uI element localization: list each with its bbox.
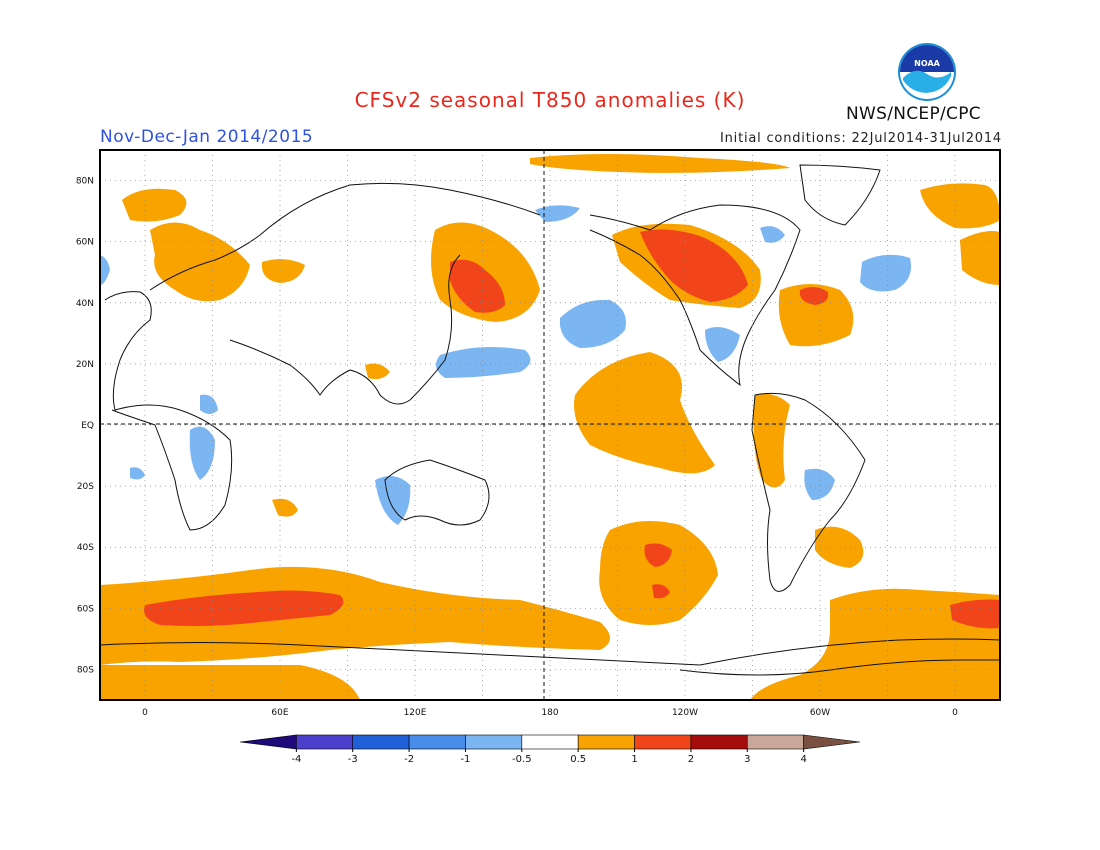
anomaly-south-indian: [272, 498, 298, 517]
latitude-labels: 80N 60N 40N 20N EQ 20S 40S 60S 80S: [76, 177, 94, 676]
latitude-label: 60S: [77, 604, 94, 614]
colorbar-segment: [296, 734, 354, 750]
longitude-label: 180: [541, 708, 558, 718]
neg-anomaly-west-africa: [200, 394, 218, 414]
latitude-label: 40S: [77, 543, 94, 553]
coast-asia-south: [229, 254, 461, 405]
longitude-label: 120W: [672, 708, 698, 718]
agency-label: NWS/NCEP/CPC: [846, 104, 981, 124]
colorbar-label: -2: [404, 754, 414, 765]
coast-south-america: [751, 392, 866, 592]
colorbar-segment: [803, 734, 861, 750]
colorbar-segment: [577, 734, 635, 750]
colorbar-segment: [746, 734, 804, 750]
negative-anomaly-regions: [100, 205, 911, 525]
neg-anomaly-hudson: [760, 226, 785, 243]
latitude-label: 80S: [77, 665, 94, 675]
anomaly-indonesia: [365, 363, 390, 380]
latitude-label: 40N: [76, 299, 94, 309]
colorbar-segment: [408, 734, 466, 750]
neg-anomaly-south-atlantic-west: [130, 467, 145, 480]
anomaly-europe: [150, 222, 250, 302]
grid-lines: [100, 150, 1000, 700]
colorbar-label: -0.5: [512, 754, 532, 765]
neg-anomaly-arctic: [535, 205, 580, 222]
latitude-label: 20N: [76, 360, 94, 370]
noaa-logo-text: NOAA: [914, 59, 940, 68]
neg-anomaly-north-pacific: [559, 299, 626, 348]
strong-anomaly-southern-ocean: [144, 590, 344, 626]
colorbar-segment: [634, 734, 692, 750]
anomaly-south-atlantic: [815, 526, 864, 568]
neg-anomaly-australia: [375, 476, 411, 525]
colorbar-label: 1: [631, 754, 637, 765]
map-title: CFSv2 seasonal T850 anomalies (K): [354, 88, 746, 112]
neg-anomaly-western-pacific: [436, 346, 531, 378]
anomaly-greenland-east: [920, 183, 1000, 229]
latitude-label: 20S: [77, 482, 94, 492]
anomaly-peru: [753, 393, 790, 488]
longitude-label: 60W: [810, 708, 830, 718]
strong-anomaly-south-pacific-1: [644, 543, 672, 567]
colorbar: -4 -3 -2 -1 -0.5 0.5 1 2 3 4: [239, 734, 861, 765]
strong-positive-anomaly-regions: [144, 229, 1000, 629]
colorbar-label: 0.5: [570, 754, 586, 765]
colorbar-segment: [690, 734, 748, 750]
anomaly-greenland-west: [122, 188, 187, 222]
longitude-label: 0: [142, 708, 148, 718]
strong-anomaly-canada: [640, 229, 748, 302]
anomaly-north-atlantic: [778, 284, 854, 347]
colorbar-label: 2: [688, 754, 694, 765]
latitude-label: 80N: [76, 177, 94, 187]
anomaly-central-asia: [261, 259, 305, 283]
colorbar-label: 4: [800, 754, 806, 765]
map-frame: [99, 149, 1001, 701]
longitude-label: 60E: [271, 708, 288, 718]
forecast-period: Nov-Dec-Jan 2014/2015: [100, 127, 314, 147]
longitude-label: 0: [952, 708, 958, 718]
latitude-label: EQ: [81, 421, 94, 431]
colorbar-segment: [352, 734, 410, 750]
colorbar-label: -3: [348, 754, 358, 765]
neg-anomaly-atlantic-west-edge: [100, 255, 110, 285]
neg-anomaly-brazil: [804, 468, 835, 500]
coast-eurasia-north: [149, 182, 541, 291]
colorbar-label: -1: [460, 754, 470, 765]
coast-antarctica: [99, 638, 1001, 666]
strong-anomaly-southern-east: [950, 599, 1000, 629]
coast-australia: [384, 459, 490, 526]
colorbar-label: 3: [744, 754, 750, 765]
anomaly-central-pacific: [574, 352, 715, 474]
longitude-label: 120E: [404, 708, 427, 718]
longitude-labels: 0 60E 120E 180 120W 60W 0: [142, 708, 958, 718]
strong-anomaly-south-pacific-2: [652, 584, 670, 599]
coast-europe-africa: [104, 291, 233, 531]
colorbar-segment: [465, 734, 523, 750]
anomaly-arctic-pacific: [530, 154, 790, 173]
coast-greenland: [799, 164, 881, 226]
neg-anomaly-africa: [189, 426, 215, 480]
neg-anomaly-mexico: [705, 326, 740, 362]
latitude-label: 60N: [76, 238, 94, 248]
neg-anomaly-north-atlantic: [860, 254, 911, 292]
colorbar-segment: [521, 734, 579, 750]
anomaly-south-pacific: [599, 521, 718, 625]
colorbar-label: -4: [291, 754, 301, 765]
strong-anomaly-japan: [450, 259, 505, 313]
noaa-logo: NOAA: [898, 43, 956, 101]
anomaly-scandinavia: [960, 231, 1000, 285]
colorbar-segment: [239, 734, 297, 750]
anomaly-antarctic-west: [100, 665, 360, 700]
initial-conditions: Initial conditions: 22Jul2014-31Jul2014: [719, 131, 1002, 146]
coast-antarctica-2: [679, 659, 1000, 676]
strong-anomaly-atlantic: [799, 286, 829, 305]
